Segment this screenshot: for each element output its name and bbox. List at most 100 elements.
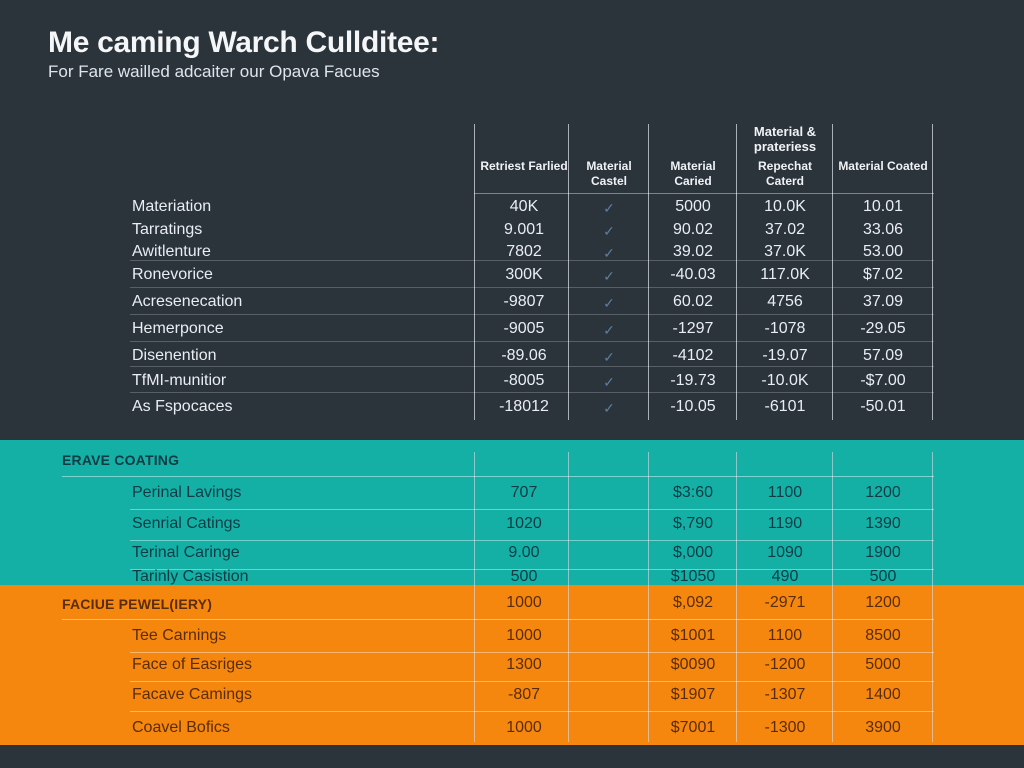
cell-value: 1390	[865, 515, 901, 532]
cell-value: -9807	[503, 293, 545, 310]
cell-value: 5000	[675, 198, 711, 215]
section-title: FACIUE PEWEL(IERY)	[62, 596, 213, 612]
check-icon: ✓	[603, 223, 615, 239]
cell-value: 90.02	[672, 221, 714, 238]
cell-value: -29.05	[860, 320, 906, 337]
cell-value: $,000	[672, 544, 714, 561]
row-label: Disenention	[132, 347, 217, 364]
cell-value: 37.02	[764, 221, 806, 238]
column-divider	[474, 124, 475, 420]
cell-value: -807	[507, 686, 541, 703]
row-label: Acresenecation	[132, 293, 243, 310]
cell-value: $1907	[670, 686, 716, 703]
row-label: Tarinly Casistion	[132, 568, 249, 585]
cell-value: 3900	[865, 719, 901, 736]
row-divider	[130, 681, 934, 682]
teal-section-band	[0, 440, 1024, 585]
cell-value: -10.05	[670, 398, 716, 415]
cell-value: $,092	[672, 594, 714, 611]
row-label: Perinal Lavings	[132, 484, 242, 501]
column-group-header: Material & prateriess	[753, 124, 817, 154]
check-icon: ✓	[603, 400, 615, 416]
column-header-material-castel: Material Castel	[586, 159, 632, 188]
row-divider	[130, 341, 934, 342]
row-label: Senrial Catings	[132, 515, 241, 532]
row-label: As Fspocaces	[132, 398, 233, 415]
column-header-repechat: Repechat Caterd	[757, 159, 813, 188]
section-title: ERAVE COATING	[62, 452, 180, 468]
row-label: Tee Carnings	[132, 627, 227, 644]
column-header-material-coated: Material Coated	[838, 159, 928, 173]
orange-section-band	[0, 585, 1024, 745]
cell-value: -9005	[503, 320, 545, 337]
cell-value: $1050	[670, 568, 716, 585]
check-icon: ✓	[603, 245, 615, 261]
cell-value: -89.06	[501, 347, 547, 364]
column-header-material-caried: Material Caried	[670, 159, 716, 188]
cell-value: -1078	[764, 320, 806, 337]
row-divider	[130, 314, 934, 315]
row-label: Awitlenture	[132, 243, 211, 260]
row-divider	[62, 476, 934, 477]
cell-value: 1190	[767, 515, 803, 532]
column-divider	[736, 124, 737, 420]
row-divider	[130, 652, 934, 653]
page-title: Me caming Warch Cullditeе:	[48, 26, 440, 59]
cell-value: $1001	[670, 627, 716, 644]
check-icon: ✓	[603, 268, 615, 284]
column-divider	[648, 124, 649, 420]
cell-value: 490	[771, 568, 799, 585]
cell-value: 9.001	[503, 221, 545, 238]
row-label: Terinal Caringe	[132, 544, 240, 561]
cell-value: 37.0K	[764, 243, 806, 260]
header-divider	[474, 193, 934, 194]
cell-value: 39.02	[672, 243, 714, 260]
cell-value: -10.0K	[761, 372, 809, 389]
cell-value: 8500	[865, 627, 901, 644]
cell-value: 53.00	[862, 243, 904, 260]
cell-value: 707	[510, 484, 538, 501]
cell-value: 1200	[865, 484, 901, 501]
cell-value: 37.09	[862, 293, 904, 310]
cell-value: $3:60	[672, 484, 714, 501]
cell-value: -4102	[672, 347, 714, 364]
row-divider	[130, 392, 934, 393]
row-label: TfMI-munitior	[132, 372, 227, 389]
cell-value: -40.03	[670, 266, 716, 283]
cell-value: 1900	[865, 544, 901, 561]
cell-value: 9.00	[508, 544, 540, 561]
cell-value: 60.02	[672, 293, 714, 310]
cell-value: 10.0K	[764, 198, 806, 215]
row-divider	[130, 540, 934, 541]
cell-value: -19.07	[762, 347, 808, 364]
bottom-strip	[0, 745, 1024, 768]
cell-value: 1200	[865, 594, 901, 611]
cell-value: -1200	[764, 656, 806, 673]
cell-value: 4756	[767, 293, 803, 310]
row-label: Materiation	[132, 198, 212, 215]
column-divider	[568, 452, 569, 742]
column-divider	[648, 452, 649, 742]
cell-value: $7.02	[862, 266, 904, 283]
check-icon: ✓	[603, 322, 615, 338]
column-header-retriest: Retriest Farlied	[480, 159, 568, 173]
cell-value: 5000	[865, 656, 901, 673]
cell-value: $0090	[670, 656, 716, 673]
check-icon: ✓	[603, 374, 615, 390]
check-icon: ✓	[603, 200, 615, 216]
column-divider	[832, 452, 833, 742]
cell-value: 33.06	[862, 221, 904, 238]
cell-value: $7001	[670, 719, 716, 736]
check-icon: ✓	[603, 295, 615, 311]
cell-value: -50.01	[860, 398, 906, 415]
cell-value: -$7.00	[860, 372, 906, 389]
cell-value: $,790	[672, 515, 714, 532]
column-divider	[932, 452, 933, 742]
cell-value: 117.0K	[760, 266, 810, 283]
row-label: Tarratings	[132, 221, 203, 238]
cell-value: 10.01	[862, 198, 904, 215]
check-icon: ✓	[603, 349, 615, 365]
row-label: Hemerponce	[132, 320, 224, 337]
row-divider	[130, 569, 934, 570]
row-label: Ronevorice	[132, 266, 213, 283]
